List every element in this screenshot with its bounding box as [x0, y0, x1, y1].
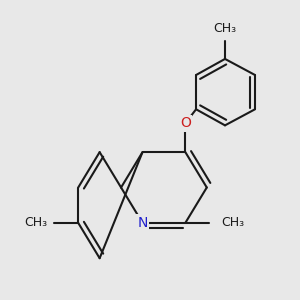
- Text: CH₃: CH₃: [24, 216, 48, 230]
- Text: O: O: [180, 116, 191, 130]
- Text: CH₃: CH₃: [221, 216, 244, 230]
- Text: N: N: [137, 216, 148, 230]
- Text: CH₃: CH₃: [213, 22, 237, 35]
